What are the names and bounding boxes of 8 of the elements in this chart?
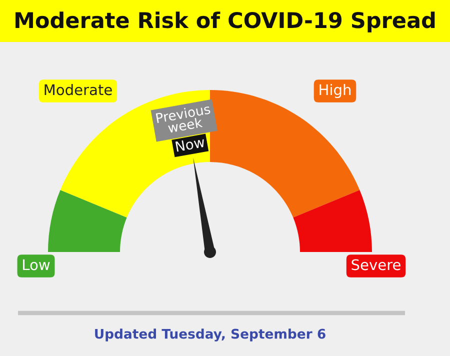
text: Now <box>175 136 206 152</box>
slice-label: Low <box>23 259 50 270</box>
slice-label: Severe <box>352 259 400 270</box>
slice-label: Moderate <box>44 84 112 96</box>
text: Previous week <box>156 104 211 134</box>
chart-title: Moderate Risk of COVID-19 Spread <box>16 12 435 32</box>
text: Updated Tuesday, September 6 <box>95 328 326 342</box>
slice-label: High <box>320 84 351 98</box>
